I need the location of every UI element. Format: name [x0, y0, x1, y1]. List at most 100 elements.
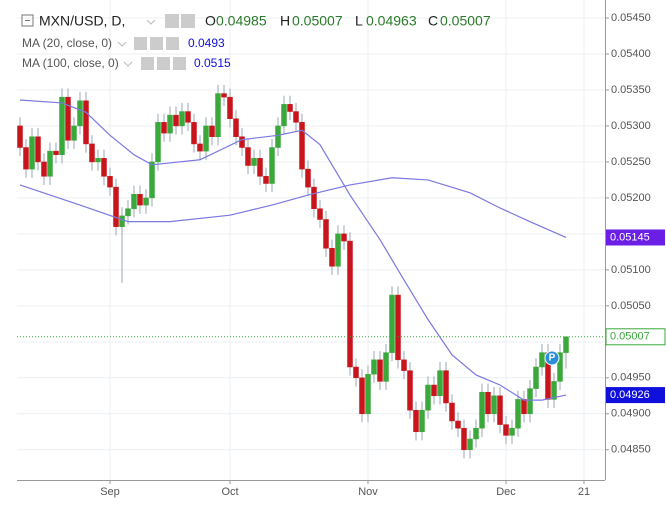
candle-body	[347, 240, 353, 368]
candle-body	[491, 395, 497, 415]
candle-body	[335, 233, 341, 267]
dropdown-icon[interactable]	[146, 19, 156, 25]
candle-body	[71, 125, 77, 141]
remove-icon[interactable]	[173, 57, 186, 70]
close-value: 0.05007	[440, 13, 491, 29]
price-box-label: 0.04926	[610, 389, 650, 401]
y-tick-label: 0.05350	[611, 84, 651, 96]
candle-body	[515, 399, 521, 429]
candle-body	[353, 366, 359, 379]
candle-body	[413, 409, 419, 433]
y-tick-label: 0.05400	[611, 48, 651, 60]
candle-body	[197, 143, 203, 152]
candle-body	[443, 370, 449, 404]
candle-body	[281, 104, 287, 127]
candle-body	[131, 194, 137, 209]
candle-body	[317, 208, 323, 220]
candle-body	[107, 176, 113, 188]
eye-icon[interactable]	[134, 37, 147, 50]
candle-body	[371, 359, 377, 375]
price-box-label: 0.05007	[610, 331, 650, 343]
eye-icon[interactable]	[165, 14, 179, 28]
candle-body	[185, 111, 191, 123]
x-tick-label: Nov	[358, 486, 378, 498]
candle-body	[119, 215, 125, 227]
event-marker	[544, 350, 560, 366]
candle-body	[209, 125, 215, 137]
low-label: L	[355, 13, 363, 29]
candle-body	[365, 373, 371, 415]
legend-value: 0.0515	[194, 56, 231, 70]
candle-body	[359, 377, 365, 415]
y-tick-label: 0.05450	[611, 12, 651, 24]
candle-body	[263, 176, 269, 184]
candle-body	[251, 158, 257, 166]
price-box	[606, 387, 665, 404]
candle-body	[47, 150, 53, 177]
candle-body	[23, 147, 29, 170]
y-tick-label: 0.04900	[611, 408, 651, 420]
x-tick-label: Sep	[100, 486, 120, 498]
candle-body	[29, 136, 35, 170]
symbol: MXN/USD, D,	[39, 13, 125, 29]
dropdown-icon[interactable]	[123, 61, 133, 67]
candle-body	[527, 388, 533, 415]
x-tick-label: 21	[578, 486, 590, 498]
candle-body	[125, 208, 131, 217]
settings-icon[interactable]	[181, 14, 195, 28]
ma-line	[19, 177, 567, 239]
collapse-icon[interactable]	[21, 14, 34, 27]
candle-body	[221, 93, 227, 98]
candle-body	[377, 359, 383, 382]
overlay: 0.05450 0.05400 0.05350 0.05300 0.05250 0.052…	[100, 12, 666, 498]
dropdown-icon[interactable]	[117, 41, 127, 47]
candle-body	[425, 384, 431, 411]
candle-body	[83, 100, 89, 145]
candle-body	[203, 125, 209, 152]
legend-name: MA (100, close, 0)	[22, 56, 119, 70]
eye-icon[interactable]	[141, 57, 154, 70]
candle-body	[329, 248, 335, 267]
candle-body	[89, 143, 95, 163]
candle-body	[461, 427, 467, 451]
candle-body	[299, 122, 305, 170]
high-label: H	[280, 13, 290, 29]
candle-body	[539, 352, 545, 368]
candle-body	[137, 194, 143, 206]
candle-body	[143, 197, 149, 206]
candle-body	[17, 125, 23, 148]
candle-body	[287, 104, 293, 112]
candle-body	[323, 219, 329, 249]
candle-body	[191, 122, 197, 145]
candle-body	[35, 136, 41, 163]
settings-icon[interactable]	[150, 37, 163, 50]
ma-line	[19, 99, 567, 401]
price-box	[606, 229, 665, 246]
candle-body	[59, 96, 65, 155]
candle-body	[77, 100, 83, 127]
candle-body	[449, 402, 455, 422]
candle-body	[389, 294, 395, 353]
candle-body	[179, 111, 185, 127]
open-value: 0.04985	[216, 13, 267, 29]
high-value: 0.05007	[292, 13, 343, 29]
settings-icon[interactable]	[157, 57, 170, 70]
open-label: O	[205, 13, 216, 29]
candle-body	[41, 161, 47, 177]
candle-body	[245, 147, 251, 166]
event-marker-label: P	[549, 353, 556, 364]
candle-body	[167, 114, 173, 134]
candle-body	[557, 352, 563, 382]
remove-icon[interactable]	[166, 37, 179, 50]
y-tick-label: 0.05200	[611, 192, 651, 204]
candle-body	[155, 122, 161, 163]
x-tick-label: Oct	[221, 486, 238, 498]
plot	[17, 84, 605, 459]
candle-body	[113, 186, 119, 227]
candle-body	[161, 122, 167, 134]
y-tick-label: 0.05050	[611, 300, 651, 312]
candle-body	[173, 114, 179, 127]
legend-name: MA (20, close, 0)	[22, 36, 112, 50]
candle-body	[533, 366, 539, 389]
candle-body	[437, 370, 443, 397]
